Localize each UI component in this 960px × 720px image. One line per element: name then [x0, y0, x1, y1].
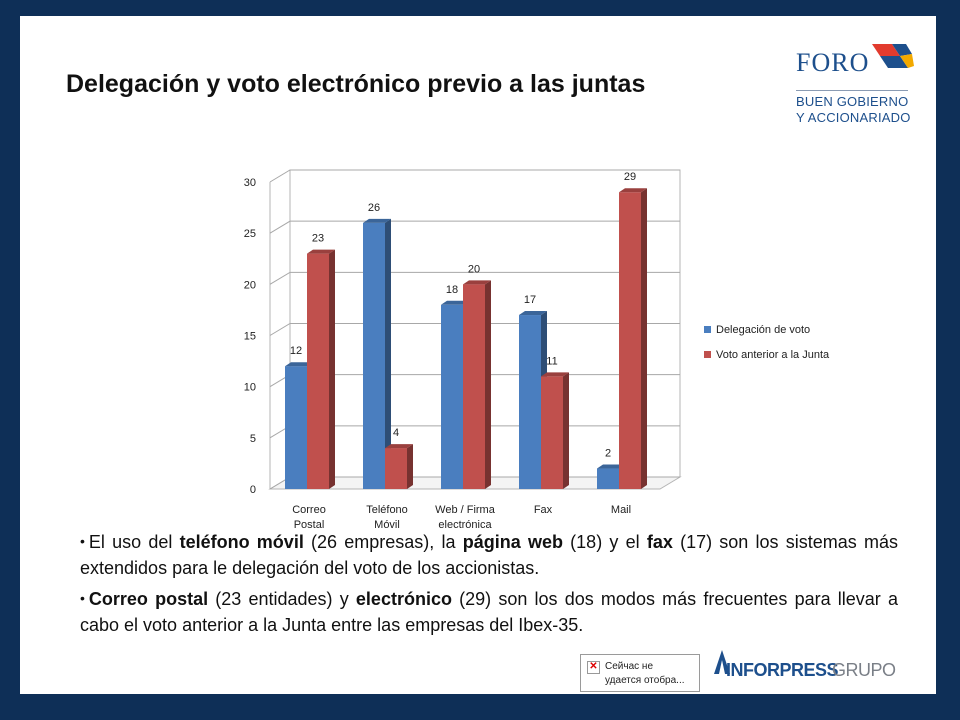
- bar-top-1-2: [363, 218, 391, 223]
- bar-2-3: [463, 284, 485, 489]
- y-tick-label-5: 5: [250, 433, 256, 445]
- bullet-1-segment-3: (26 empresas), la: [303, 532, 463, 552]
- foro-logo-divider: [796, 90, 908, 91]
- bar-top-2-2: [385, 444, 413, 449]
- bar-1-1: [285, 366, 307, 489]
- bar-chart: 0 5 10 15 20 25 30 12 23 Correo Postal 26 4 Teléfono M…: [244, 169, 830, 531]
- foro-logo-line2: Y ACCIONARIADO: [796, 110, 911, 125]
- bullet-item-1: • El uso del teléfono móvil (26 empresas)…: [80, 528, 898, 581]
- bar-side-1-2: [385, 218, 391, 489]
- grid-line-25: [269, 220, 680, 234]
- bullet-text-1: El uso del teléfono móvil (26 empresas),…: [80, 532, 898, 578]
- bullet-dot-icon: •: [80, 533, 85, 549]
- broken-image-icon: ✕: [587, 661, 600, 674]
- bar-top-1-3: [441, 300, 469, 305]
- inforpress-word1: INFORPRESS: [726, 660, 839, 680]
- x-tick-label-4-1: Fax: [534, 504, 553, 516]
- grid-line-15: [269, 323, 680, 336]
- bar-1-4: [519, 315, 541, 489]
- y-tick-label-30: 30: [244, 177, 256, 189]
- bar-top-1-1: [285, 362, 313, 367]
- bar-2-5: [619, 192, 641, 489]
- slide-title: Delegación y voto electrónico previo a l…: [66, 70, 646, 98]
- y-tick-label-25: 25: [244, 228, 256, 240]
- bullet-1-segment-7: (17) son los sistemas más extendidos par…: [80, 532, 898, 578]
- y-tick-label-10: 10: [244, 382, 256, 394]
- x-tick-label-3-2: electrónica: [438, 519, 492, 531]
- data-label-2-1: 23: [312, 233, 324, 245]
- inforpress-word2: GRUPO: [832, 660, 896, 680]
- bar-1-2: [363, 222, 385, 489]
- bar-side-2-5: [641, 188, 647, 489]
- bullet-text-2: Correo postal (23 entidades) y electróni…: [80, 589, 898, 635]
- bar-2-1: [307, 253, 329, 489]
- data-label-2-3: 20: [468, 263, 480, 275]
- foro-logo-line1: BUEN GOBIERNO: [796, 94, 909, 109]
- bar-top-1-5: [597, 464, 625, 469]
- bar-side-2-3: [485, 280, 491, 489]
- x-tick-label-5-1: Mail: [611, 504, 631, 516]
- inforpress-mark-icon: [714, 650, 730, 674]
- bar-1-3: [441, 304, 463, 489]
- bar-2-2: [385, 448, 407, 489]
- bar-top-2-1: [307, 249, 335, 254]
- data-label-1-1: 12: [290, 345, 302, 357]
- broken-image-placeholder: ✕ Сейчас не удается отобра...: [580, 654, 700, 692]
- bullet-1-segment-4: página web: [462, 532, 563, 552]
- data-label-1-4: 17: [524, 294, 536, 306]
- bullet-1-segment-1: El uso del: [88, 532, 180, 552]
- legend-swatch-1: [704, 326, 711, 333]
- foro-logo-word: FORO: [796, 48, 870, 77]
- foro-logo-mark-icon: [872, 44, 914, 68]
- bar-top-1-4: [519, 311, 547, 316]
- x-tick-label-2-2: Móvil: [374, 519, 400, 531]
- broken-image-text-1: Сейчас не: [605, 661, 654, 672]
- bar-top-2-5: [619, 188, 647, 193]
- bar-side-2-2: [407, 444, 413, 489]
- data-label-2-5: 29: [624, 171, 636, 183]
- legend-label-2: Voto anterior a la Junta: [716, 349, 830, 361]
- bullet-1-segment-6: fax: [646, 532, 673, 552]
- y-tick-label-15: 15: [244, 331, 256, 343]
- data-label-2-2: 4: [393, 427, 399, 439]
- bullet-list: • El uso del teléfono móvil (26 empresas)…: [80, 528, 898, 642]
- broken-image-text-2: удается отобра...: [605, 675, 685, 686]
- data-label-2-4: 11: [546, 355, 557, 367]
- bullet-2-segment-4: (29) son los dos modos más frecuentes pa…: [80, 589, 898, 635]
- bullet-2-segment-1: Correo postal: [88, 589, 209, 609]
- bullet-1-segment-5: (18) y el: [562, 532, 647, 552]
- data-label-1-3: 18: [446, 284, 458, 296]
- inforpress-logo: INFORPRESS GRUPO: [712, 644, 902, 688]
- bar-top-2-3: [463, 280, 491, 285]
- x-tick-label-3-1: Web / Firma: [435, 504, 496, 516]
- bullet-dot-icon: •: [80, 590, 85, 606]
- bar-top-2-4: [541, 372, 569, 377]
- grid-line-30: [269, 169, 680, 183]
- y-tick-label-0: 0: [250, 484, 256, 496]
- bar-2-4: [541, 376, 563, 489]
- y-tick-label-20: 20: [244, 279, 256, 291]
- bullet-1-segment-2: teléfono móvil: [179, 532, 304, 552]
- bullet-2-segment-2: (23 entidades) y: [208, 589, 356, 609]
- bullet-item-2: • Correo postal (23 entidades) y electrón…: [80, 585, 898, 638]
- bar-side-2-4: [563, 372, 569, 489]
- x-tick-label-1-1: Correo: [292, 504, 326, 516]
- data-label-1-5: 2: [605, 448, 611, 460]
- legend-swatch-2: [704, 351, 711, 358]
- bar-side-2-1: [329, 249, 335, 489]
- bar-1-5: [597, 468, 619, 489]
- x-tick-label-1-2: Postal: [294, 519, 325, 531]
- foro-logo: FORO BUEN GOBIERNO Y ACCIONARIADO: [788, 42, 928, 132]
- x-tick-label-2-1: Teléfono: [366, 504, 408, 516]
- slide: Delegación y voto electrónico previo a l…: [20, 16, 936, 694]
- legend-label-1: Delegación de voto: [716, 324, 810, 336]
- data-label-1-2: 26: [368, 202, 380, 214]
- bullet-2-segment-3: electrónico: [355, 589, 452, 609]
- grid-line-20: [269, 271, 680, 285]
